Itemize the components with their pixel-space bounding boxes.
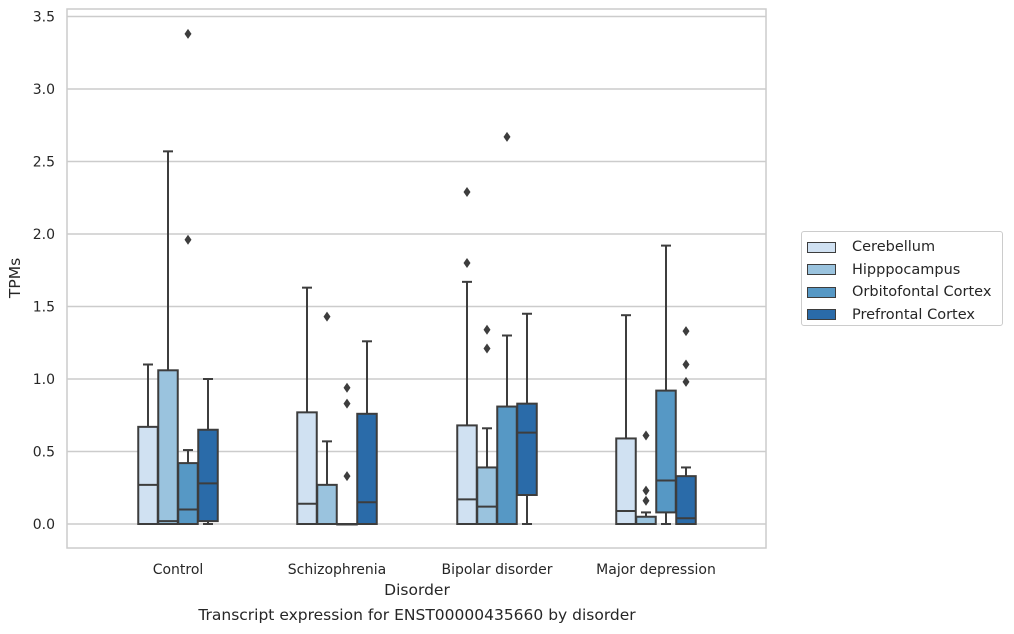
legend-swatch	[807, 264, 836, 276]
y-tick-label: 2.5	[33, 155, 55, 171]
box-body	[356, 412, 378, 525]
legend-swatch	[807, 241, 836, 253]
outlier-point	[343, 471, 351, 482]
y-tick-label: 0.0	[33, 517, 55, 533]
legend-item: Orbitofontal Cortex	[807, 281, 1002, 304]
y-tick-label: 2.0	[33, 227, 55, 243]
x-tick-label: Major depression	[596, 562, 716, 578]
box-body	[296, 411, 318, 526]
legend-label: Orbitofontal Cortex	[852, 284, 992, 301]
box-1-1	[316, 311, 338, 526]
legend-item: Cerebellum	[807, 236, 1002, 259]
box-body	[157, 369, 179, 525]
plot-frame	[66, 8, 767, 549]
figure-caption: Transcript expression for ENST0000043566…	[198, 606, 636, 624]
x-tick-label: Control	[153, 562, 204, 578]
box-1-3	[635, 430, 657, 525]
box-body	[197, 428, 219, 523]
box-body	[516, 402, 538, 496]
outlier-point	[323, 311, 331, 322]
outlier-point	[483, 324, 491, 335]
outlier-point	[682, 359, 690, 370]
x-axis-label: Disorder	[384, 581, 450, 599]
legend-swatch	[807, 309, 836, 321]
outlier-point	[184, 28, 192, 39]
box-3-0	[197, 378, 219, 525]
y-axis-label: TPMs	[6, 258, 24, 299]
y-tick-label: 3.5	[33, 10, 55, 26]
y-tick-label: 1.0	[33, 372, 55, 388]
box-2-1	[336, 382, 358, 526]
box-3-1	[356, 340, 378, 525]
box-2-0	[177, 28, 199, 526]
x-tick-label: Schizophrenia	[288, 562, 386, 578]
outlier-point	[682, 376, 690, 387]
box-1-0	[157, 150, 179, 525]
outlier-point	[463, 186, 471, 197]
outlier-point	[463, 258, 471, 268]
legend-label: Cerebellum	[852, 239, 936, 256]
x-tick-labels: Control Schizophrenia Bipolar disorder Majo…	[153, 562, 716, 578]
box-0-3	[615, 314, 637, 526]
box-2-3	[655, 244, 677, 525]
box-body	[655, 389, 677, 514]
outlier-point	[682, 326, 690, 337]
box-body	[476, 466, 498, 526]
legend-label: Hipppocampus	[852, 261, 961, 278]
outlier-point	[343, 382, 351, 393]
legend-item: Hipppocampus	[807, 259, 1002, 282]
outlier-point	[642, 430, 650, 441]
y-tick-labels: 0.0 0.5 1.0 1.5 2.0 2.5 3.0 3.5	[33, 10, 55, 534]
boxes	[137, 28, 697, 526]
box-body	[137, 425, 159, 526]
outlier-point	[343, 398, 351, 409]
y-tick-label: 0.5	[33, 445, 55, 461]
outlier-point	[642, 485, 650, 496]
box-1-2	[476, 324, 498, 526]
legend: Cerebellum Hipppocampus Orbitofontal Corte…	[801, 231, 1003, 326]
box-3-2	[516, 312, 538, 525]
box-0-0	[137, 363, 159, 526]
outlier-point	[483, 343, 491, 354]
box-3-3	[675, 326, 697, 525]
box-body	[615, 437, 637, 526]
box-body	[675, 475, 697, 525]
legend-label: Prefrontal Cortex	[852, 306, 975, 323]
gridlines	[67, 15, 766, 525]
box-body	[635, 515, 657, 525]
legend-item: Prefrontal Cortex	[807, 304, 1002, 327]
box-body	[496, 405, 518, 525]
box-0-2	[456, 186, 478, 525]
y-tick-label: 3.0	[33, 82, 55, 98]
box-2-2	[496, 131, 518, 525]
outlier-point	[184, 234, 192, 245]
legend-swatch	[807, 286, 836, 298]
box-body	[316, 483, 338, 526]
outlier-point	[642, 495, 650, 506]
y-tick-label: 1.5	[33, 300, 55, 316]
box-body	[177, 462, 199, 526]
box-0-1	[296, 286, 318, 526]
box-body	[456, 424, 478, 525]
x-tick-label: Bipolar disorder	[441, 562, 552, 578]
outlier-point	[503, 131, 511, 142]
